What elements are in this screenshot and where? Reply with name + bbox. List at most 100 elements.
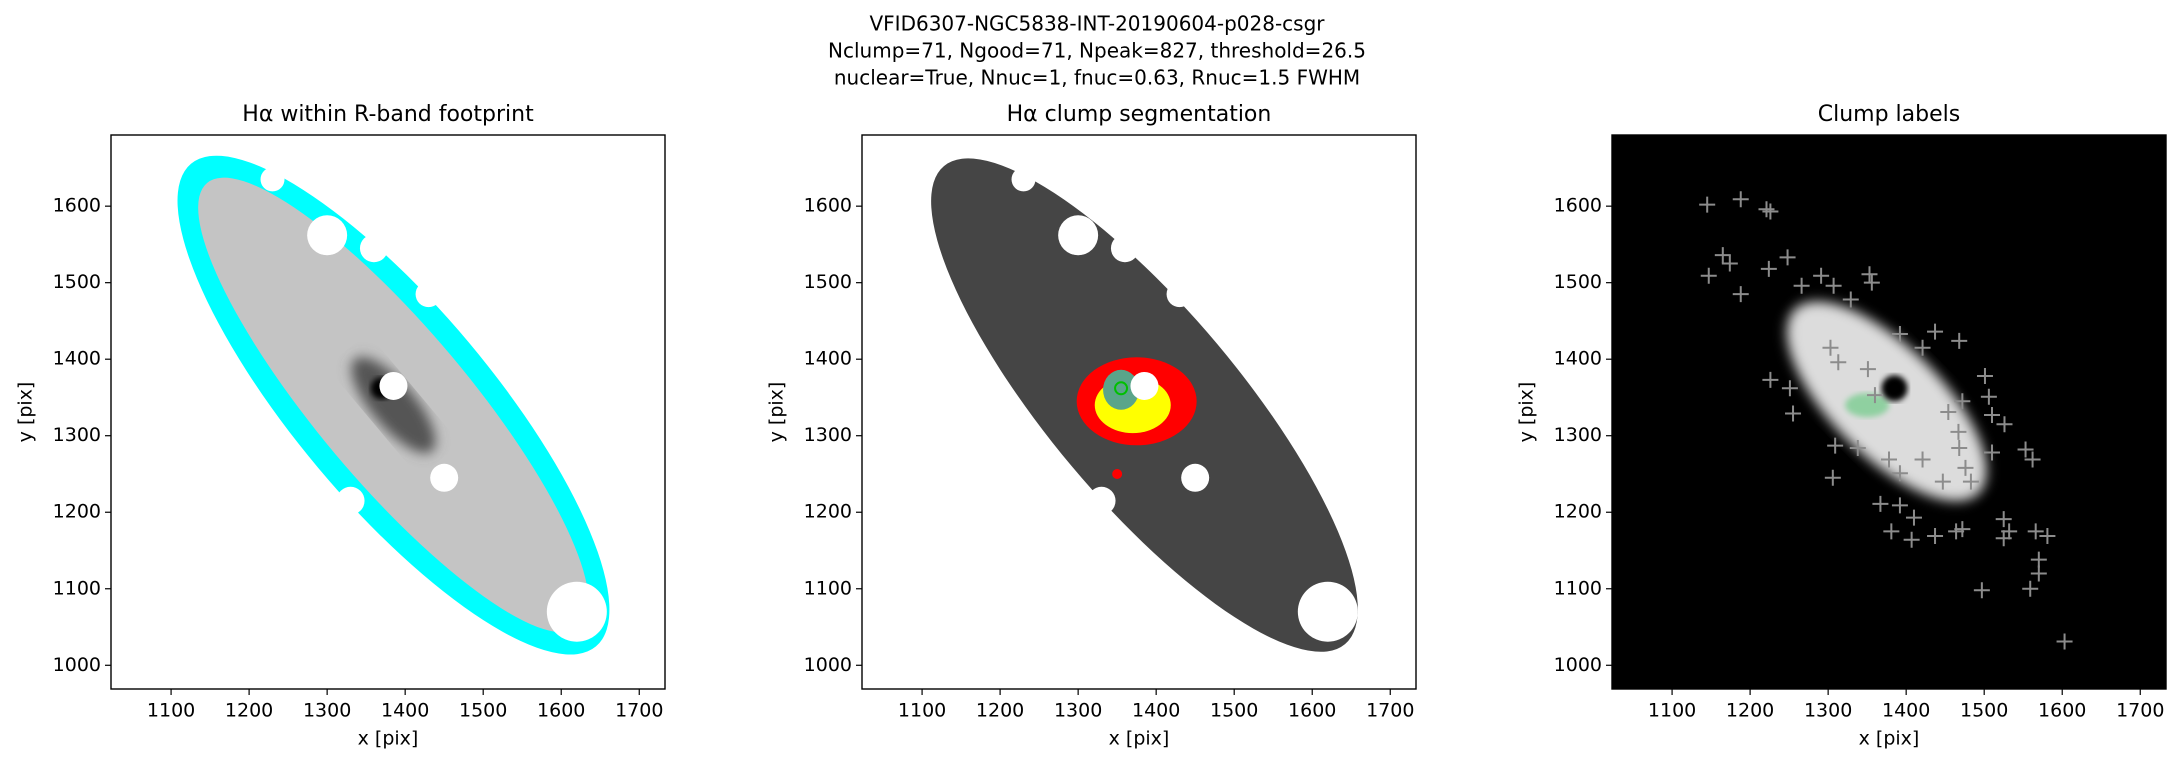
clump-marker: [2022, 580, 2039, 597]
y-tick-label: 1100: [1554, 577, 1602, 599]
clump-marker: [1785, 405, 1802, 422]
clump-marker: [2030, 551, 2047, 568]
y-axis-label: y [pix]: [15, 382, 37, 443]
clump-marker: [1699, 196, 1716, 213]
clump-marker: [1995, 530, 2012, 547]
x-tick-label: 1500: [459, 700, 507, 722]
x-tick-label: 1700: [2116, 700, 2164, 722]
x-tick-label: 1700: [1366, 700, 1414, 722]
clump-marker: [1872, 495, 1889, 512]
clump-marker: [1927, 527, 1944, 544]
clump-marker: [2024, 451, 2041, 468]
x-tick-label: 1200: [225, 700, 273, 722]
x-tick-label: 1300: [1054, 700, 1102, 722]
clump-marker: [2017, 441, 2034, 458]
clump-marker: [1822, 339, 1839, 356]
masked-star: [1181, 463, 1210, 492]
clump-marker: [1934, 473, 1951, 490]
clump-marker: [1883, 523, 1900, 540]
x-tick-label: 1200: [1726, 700, 1774, 722]
x-tick-label: 1600: [2038, 700, 2086, 722]
clump-marker: [1891, 465, 1908, 482]
panel-title: Hα clump segmentation: [1007, 102, 1272, 127]
clump-marker: [1781, 380, 1798, 397]
masked-star: [1130, 371, 1159, 400]
clump-marker: [1914, 339, 1931, 356]
y-tick-label: 1200: [804, 501, 852, 523]
y-tick-label: 1000: [1554, 654, 1602, 676]
clump-marker: [1973, 582, 1990, 599]
clump-marker: [1762, 371, 1779, 388]
clump-marker: [1962, 473, 1979, 490]
masked-star: [359, 234, 388, 263]
masked-star: [1297, 581, 1358, 642]
clump-marker: [1732, 191, 1749, 208]
masked-star: [1011, 167, 1036, 192]
y-tick-label: 1600: [53, 195, 101, 217]
clump-marker: [1995, 511, 2012, 528]
clump-marker: [1825, 277, 1842, 294]
x-tick-label: 1100: [1648, 700, 1696, 722]
clump-label: [1845, 393, 1890, 418]
clump-marker: [1700, 267, 1717, 284]
clump-marker: [1863, 274, 1880, 291]
y-tick-label: 1300: [804, 424, 852, 446]
clump-marker: [1824, 469, 1841, 486]
y-tick-label: 1400: [1554, 348, 1602, 370]
y-tick-label: 1600: [1554, 195, 1602, 217]
y-tick-label: 1100: [804, 577, 852, 599]
clump-marker: [1940, 404, 1957, 420]
clump-marker: [1830, 354, 1847, 371]
clump-marker: [1984, 407, 2000, 424]
clump-marker: [1903, 531, 1920, 548]
panel-content: [931, 158, 1358, 652]
x-tick-label: 1200: [976, 700, 1024, 722]
clump-marker: [1842, 291, 1859, 308]
clump-marker: [1732, 286, 1749, 303]
clump-marker: [1951, 439, 1968, 456]
clump-marker: [2027, 523, 2044, 540]
y-tick-label: 1400: [53, 348, 101, 370]
clump-marker: [1891, 497, 1908, 514]
masked-star: [260, 167, 285, 192]
y-tick-label: 1300: [1554, 424, 1602, 446]
x-tick-label: 1600: [537, 700, 585, 722]
clump-marker: [1954, 393, 1971, 410]
masked-star: [1166, 281, 1193, 308]
clump-marker: [1758, 201, 1775, 218]
clump-marker: [1866, 387, 1883, 404]
clump-marker: [1950, 423, 1967, 440]
y-axis-label: y [pix]: [1516, 382, 1538, 443]
x-tick-label: 1600: [1288, 700, 1336, 722]
x-tick-label: 1100: [147, 700, 195, 722]
x-tick-label: 1400: [1132, 700, 1180, 722]
clump-marker: [1793, 277, 1810, 294]
masked-star: [430, 463, 459, 492]
y-tick-label: 1600: [804, 195, 852, 217]
clump-marker: [1984, 444, 2000, 461]
x-axis-label: x [pix]: [1859, 728, 1920, 750]
suptitle: Nclump=71, Ngood=71, Npeak=827, threshol…: [828, 39, 1366, 63]
panel-title: Hα within R-band footprint: [242, 102, 534, 127]
suptitle: nuclear=True, Nnuc=1, fnuc=0.63, Rnuc=1.…: [834, 66, 1360, 90]
x-axis-label: x [pix]: [1109, 728, 1170, 750]
y-axis-label: y [pix]: [766, 382, 788, 443]
clump-marker: [1905, 509, 1922, 526]
y-tick-label: 1500: [1554, 271, 1602, 293]
clump-marker: [1914, 451, 1931, 468]
masked-star: [546, 581, 607, 642]
x-tick-label: 1400: [381, 700, 429, 722]
x-tick-label: 1100: [898, 700, 946, 722]
masked-star: [307, 215, 348, 256]
clump-marker: [1849, 439, 1866, 456]
clump-marker: [1827, 437, 1844, 454]
clump-marker: [1881, 451, 1897, 468]
masked-star: [1110, 234, 1139, 263]
clump-marker: [1714, 247, 1731, 264]
x-tick-label: 1500: [1960, 700, 2008, 722]
clump-marker: [1779, 249, 1796, 266]
clump-marker: [2056, 633, 2073, 650]
masked-star: [1087, 486, 1116, 515]
panel-content: [177, 155, 610, 655]
